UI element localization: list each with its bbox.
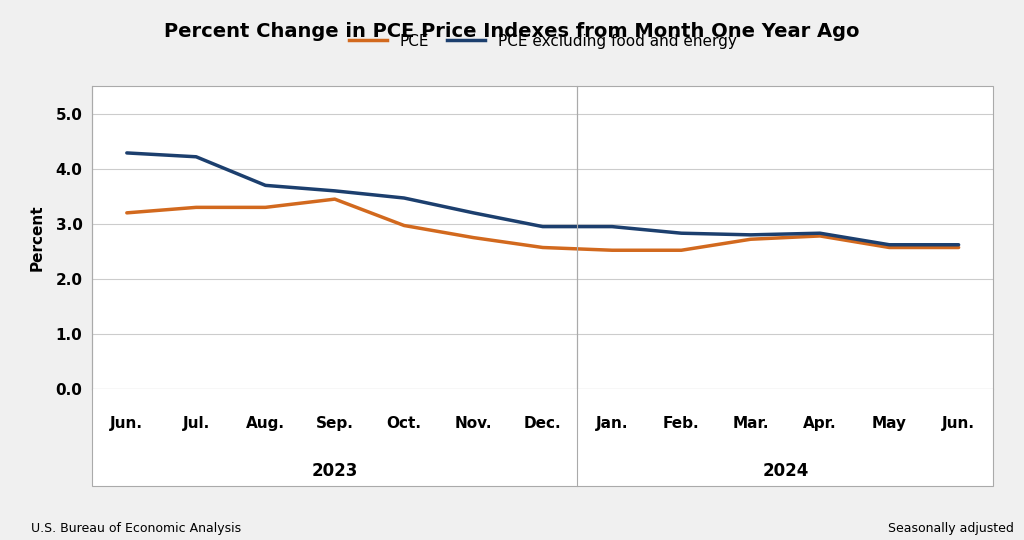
Legend: PCE, PCE excluding food and energy: PCE, PCE excluding food and energy: [343, 28, 742, 55]
Text: Jun.: Jun.: [111, 416, 143, 431]
Text: Percent Change in PCE Price Indexes from Month One Year Ago: Percent Change in PCE Price Indexes from…: [164, 22, 860, 40]
Text: Sep.: Sep.: [315, 416, 353, 431]
Text: Apr.: Apr.: [803, 416, 837, 431]
Text: Nov.: Nov.: [455, 416, 493, 431]
Text: 2023: 2023: [311, 462, 358, 480]
Text: Mar.: Mar.: [732, 416, 769, 431]
Text: Dec.: Dec.: [524, 416, 561, 431]
Text: Jul.: Jul.: [182, 416, 210, 431]
Text: 2024: 2024: [762, 462, 809, 480]
Text: Jun.: Jun.: [942, 416, 975, 431]
Text: Seasonally adjusted: Seasonally adjusted: [888, 522, 1014, 535]
Text: Oct.: Oct.: [387, 416, 422, 431]
Text: Feb.: Feb.: [664, 416, 699, 431]
Text: Jan.: Jan.: [596, 416, 629, 431]
Text: Aug.: Aug.: [246, 416, 285, 431]
Text: May: May: [871, 416, 907, 431]
Y-axis label: Percent: Percent: [30, 204, 44, 271]
Text: U.S. Bureau of Economic Analysis: U.S. Bureau of Economic Analysis: [31, 522, 241, 535]
